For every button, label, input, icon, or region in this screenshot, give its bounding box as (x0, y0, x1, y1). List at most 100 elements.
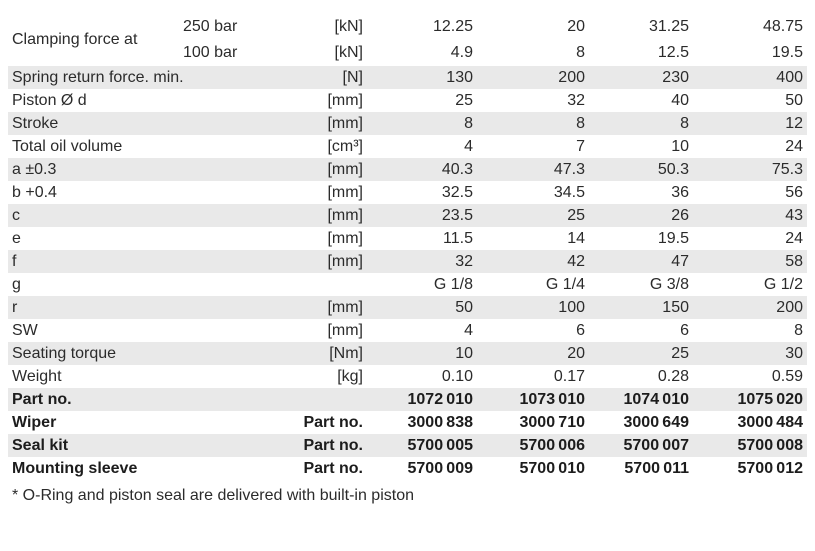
value-cell: 0.17 (553, 368, 585, 385)
value-cell: 47.3 (553, 161, 585, 178)
table-row-group: Clamping force at 250 bar [kN] 12.25 20 31.25… (8, 14, 807, 66)
table-row: e [mm] 11.5 14 19.5 24 (8, 227, 807, 250)
table-row: Piston Ø d [mm] 25 32 40 50 (8, 89, 807, 112)
value-cell: 5700 006 (519, 437, 586, 454)
row-label: Piston Ø d (12, 92, 87, 109)
value-cell: 7 (576, 138, 585, 155)
row-label: Stroke (12, 115, 59, 132)
value-cell: 5700 008 (737, 437, 804, 454)
value-cell: 200 (776, 299, 803, 316)
value-cell: 5700 010 (519, 460, 586, 477)
table-row: Total oil volume [cm³] 4 7 10 24 (8, 135, 807, 158)
value-cell: 30 (785, 345, 803, 362)
row-label: r (12, 299, 18, 316)
value-cell: 48.75 (762, 18, 803, 35)
value-cell: 8 (464, 115, 473, 132)
value-cell: 10 (671, 138, 689, 155)
table-row: Mounting sleeve Part no. 5700 009 5700 010 5… (8, 457, 807, 480)
value-cell: 19.5 (771, 44, 803, 61)
value-cell: 14 (567, 230, 585, 247)
value-cell: 4.9 (450, 44, 473, 61)
value-cell: 6 (680, 322, 689, 339)
value-cell: 58 (785, 253, 803, 270)
value-cell: 31.25 (648, 18, 689, 35)
row-label: Spring return force. min. (12, 69, 184, 86)
value-cell: 47 (671, 253, 689, 270)
value-cell: 8 (576, 44, 585, 61)
value-cell: 50.3 (657, 161, 689, 178)
value-cell: G 3/8 (649, 276, 689, 293)
unit-label: [mm] (327, 92, 363, 109)
row-label: b +0.4 (12, 184, 57, 201)
value-cell: G 1/2 (763, 276, 803, 293)
value-cell: 23.5 (441, 207, 473, 224)
table-row: Part no. 1072 010 1073 010 1074 010 1075 020 (8, 388, 807, 411)
value-cell: 11.5 (443, 230, 473, 247)
unit-label: [kN] (334, 18, 363, 35)
value-cell: 36 (671, 184, 689, 201)
value-cell: 6 (576, 322, 585, 339)
value-cell: 42 (567, 253, 585, 270)
unit-label: [kg] (337, 368, 363, 385)
row-label: Total oil volume (12, 138, 123, 155)
table-row: Weight [kg] 0.10 0.17 0.28 0.59 (8, 365, 807, 388)
unit-label: [mm] (327, 253, 363, 270)
table-row: Seal kit Part no. 5700 005 5700 006 5700 007… (8, 434, 807, 457)
value-cell: 1073 010 (519, 391, 586, 408)
table-row: r [mm] 50 100 150 200 (8, 296, 807, 319)
unit-label: [cm³] (327, 138, 363, 155)
value-cell: 3000 710 (519, 414, 586, 431)
unit-label: [mm] (327, 184, 363, 201)
value-cell: 200 (558, 69, 585, 86)
value-cell: 3000 649 (623, 414, 690, 431)
row-label: Clamping force at (12, 31, 138, 48)
value-cell: 3000 838 (407, 414, 474, 431)
value-cell: 50 (785, 92, 803, 109)
table-row: Spring return force. min. [N] 130 200 230 400 (8, 66, 807, 89)
row-label: Seating torque (12, 345, 117, 362)
value-cell: 32.5 (441, 184, 473, 201)
unit-label: [mm] (327, 322, 363, 339)
value-cell: 40 (671, 92, 689, 109)
value-cell: 150 (662, 299, 689, 316)
row-label: Mounting sleeve (12, 460, 138, 477)
value-cell: 5700 011 (624, 460, 689, 477)
value-cell: 24 (785, 230, 803, 247)
table-row: g G 1/8 G 1/4 G 3/8 G 1/2 (8, 273, 807, 296)
table-row: f [mm] 32 42 47 58 (8, 250, 807, 273)
value-cell: 32 (567, 92, 585, 109)
value-cell: 75.3 (771, 161, 803, 178)
unit-label: [mm] (327, 161, 363, 178)
value-cell: 4 (464, 322, 473, 339)
row-label: SW (12, 322, 38, 339)
value-cell: 5700 005 (407, 437, 474, 454)
row-label: Seal kit (12, 437, 69, 454)
value-cell: 1075 020 (737, 391, 804, 408)
value-cell: 100 (558, 299, 585, 316)
footnote: * O-Ring and piston seal are delivered w… (12, 487, 414, 504)
part-no-label: Part no. (303, 460, 363, 477)
value-cell: 4 (464, 138, 473, 155)
value-cell: 26 (671, 207, 689, 224)
unit-label: [mm] (327, 115, 363, 132)
value-cell: 12 (785, 115, 803, 132)
value-cell: 56 (785, 184, 803, 201)
value-cell: 3000 484 (737, 414, 804, 431)
row-label: f (12, 253, 17, 270)
specification-table: Clamping force at 250 bar [kN] 12.25 20 31.25… (8, 14, 807, 480)
unit-label: [mm] (327, 299, 363, 316)
row-label: Wiper (12, 414, 57, 431)
value-cell: 50 (455, 299, 473, 316)
row-label: e (12, 230, 21, 247)
value-cell: 1074 010 (623, 391, 690, 408)
value-cell: 20 (567, 345, 585, 362)
value-cell: 5700 012 (737, 460, 804, 477)
value-cell: 1072 010 (407, 391, 474, 408)
value-cell: 0.28 (657, 368, 689, 385)
value-cell: 5700 007 (623, 437, 690, 454)
sub-label: 250 bar (183, 18, 238, 35)
unit-label: [Nm] (329, 345, 363, 362)
value-cell: 10 (455, 345, 473, 362)
value-cell: 25 (671, 345, 689, 362)
unit-label: [mm] (327, 207, 363, 224)
